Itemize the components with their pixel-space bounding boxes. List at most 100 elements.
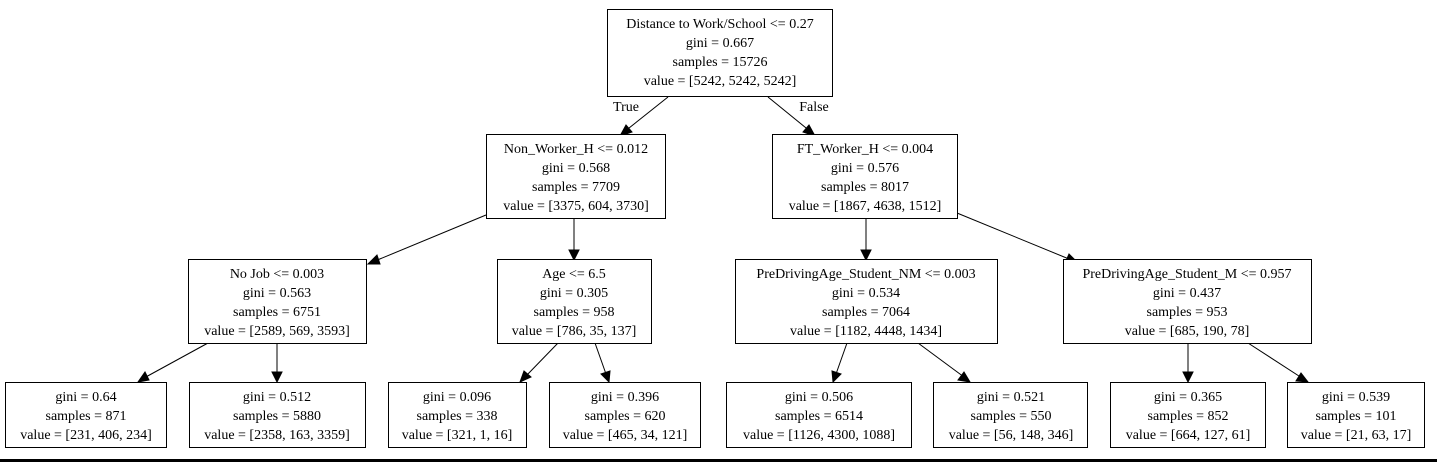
node-box [772,134,958,219]
node-value-label: value = [685, 190, 78] [1125,324,1250,339]
tree-edges [136,96,1310,384]
tree-node-n4: Age <= 6.5 gini = 0.305 samples = 958 va… [497,259,652,344]
node-samples-label: samples = 5880 [233,409,321,424]
node-split-label: No Job <= 0.003 [230,267,324,282]
node-value-label: value = [1867, 4638, 1512] [789,199,942,214]
node-box [735,259,998,344]
node-samples-label: samples = 871 [46,409,127,424]
node-gini-label: gini = 0.534 [832,286,900,301]
tree-node-n1: Non_Worker_H <= 0.012 gini = 0.568 sampl… [486,134,666,219]
node-gini-label: gini = 0.506 [785,390,853,405]
edge-root-n2 [767,96,812,133]
node-samples-label: samples = 7709 [532,180,620,195]
node-split-label: Distance to Work/School <= 0.27 [626,17,813,32]
node-value-label: value = [5242, 5242, 5242] [644,74,797,89]
node-split-label: PreDrivingAge_Student_NM <= 0.003 [756,267,975,282]
node-gini-label: gini = 0.576 [831,161,899,176]
node-box [5,382,167,448]
node-gini-label: gini = 0.667 [686,36,754,51]
arrowhead-n5-leaf6 [957,371,971,383]
tree-leaf-2: gini = 0.512 samples = 5880 value = [235… [189,382,366,448]
node-samples-label: samples = 852 [1148,409,1229,424]
node-box [549,382,701,448]
node-value-label: value = [786, 35, 137] [512,324,637,339]
node-value-label: value = [664, 127, 61] [1126,428,1251,443]
node-box [497,259,652,344]
node-box [189,382,366,448]
arrowhead-n1-n3 [366,254,381,265]
node-box [1110,382,1266,448]
node-value-label: value = [21, 63, 17] [1301,428,1412,443]
node-gini-label: gini = 0.64 [55,390,116,405]
node-box [726,382,912,448]
tree-node-n3: No Job <= 0.003 gini = 0.563 samples = 6… [188,259,367,344]
tree-leaf-4: gini = 0.396 samples = 620 value = [465,… [549,382,701,448]
node-samples-label: samples = 620 [585,409,666,424]
edge-n5-leaf6 [917,342,965,378]
node-value-label: value = [1126, 4300, 1088] [743,428,895,443]
node-value-label: value = [3375, 604, 3730] [503,199,649,214]
node-samples-label: samples = 6514 [775,409,863,424]
arrowhead-n3-leaf2 [271,371,283,384]
tree-leaf-1: gini = 0.64 samples = 871 value = [231, … [5,382,167,448]
edge-n2-n6 [956,212,1070,260]
node-value-label: value = [231, 406, 234] [20,428,152,443]
node-samples-label: samples = 550 [971,409,1052,424]
tree-leaf-6: gini = 0.521 samples = 550 value = [56, … [933,382,1088,448]
node-box [486,134,666,219]
node-split-label: Non_Worker_H <= 0.012 [504,142,648,157]
node-value-label: value = [465, 34, 121] [563,428,688,443]
node-gini-label: gini = 0.365 [1154,390,1222,405]
node-split-label: Age <= 6.5 [542,267,606,282]
node-samples-label: samples = 101 [1316,409,1397,424]
node-gini-label: gini = 0.539 [1322,390,1390,405]
node-gini-label: gini = 0.396 [591,390,659,405]
edge-n4-leaf4 [594,342,607,375]
node-box [607,9,833,97]
arrowhead-n4-leaf4 [600,370,611,384]
node-samples-label: samples = 6751 [233,305,321,320]
node-value-label: value = [2589, 569, 3593] [204,324,350,339]
edge-root-n1 [623,96,669,133]
node-value-label: value = [1182, 4448, 1434] [790,324,942,339]
tree-leaf-8: gini = 0.539 samples = 101 value = [21, … [1287,382,1425,448]
node-samples-label: samples = 15726 [673,55,768,70]
node-value-label: value = [56, 148, 346] [949,428,1074,443]
edge-label-true: True [613,100,639,115]
tree-leaf-3: gini = 0.096 samples = 338 value = [321,… [388,382,527,448]
tree-leaf-7: gini = 0.365 samples = 852 value = [664,… [1110,382,1266,448]
node-split-label: PreDrivingAge_Student_M <= 0.957 [1082,267,1291,282]
node-gini-label: gini = 0.437 [1153,286,1221,301]
node-box [1287,382,1425,448]
node-gini-label: gini = 0.563 [243,286,311,301]
tree-node-n5: PreDrivingAge_Student_NM <= 0.003 gini =… [735,259,998,344]
node-box [933,382,1088,448]
node-gini-label: gini = 0.096 [423,390,491,405]
arrowhead-n5-leaf5 [831,370,842,384]
edge-n6-leaf8 [1247,342,1303,379]
edge-n3-leaf1 [143,342,209,379]
node-box [388,382,527,448]
bottom-divider [0,459,1437,462]
arrowhead-n6-leaf8 [1295,372,1310,383]
tree-leaf-5: gini = 0.506 samples = 6514 value = [112… [726,382,912,448]
node-split-label: FT_Worker_H <= 0.004 [797,142,933,157]
tree-node-n6: PreDrivingAge_Student_M <= 0.957 gini = … [1063,259,1312,344]
tree-node-n2: FT_Worker_H <= 0.004 gini = 0.576 sample… [772,134,958,219]
edge-label-false: False [799,100,829,115]
edge-n5-leaf5 [835,342,848,375]
arrowhead-n1-n4 [568,249,580,262]
edge-n1-n3 [374,214,487,262]
arrowhead-n6-leaf7 [1182,371,1194,384]
node-gini-label: gini = 0.305 [540,286,608,301]
node-gini-label: gini = 0.568 [542,161,610,176]
edge-n4-leaf3 [525,342,559,377]
node-samples-label: samples = 338 [417,409,498,424]
node-box [1063,259,1312,344]
node-gini-label: gini = 0.521 [977,390,1045,405]
tree-node-root: Distance to Work/School <= 0.27 gini = 0… [607,9,833,97]
node-samples-label: samples = 7064 [822,305,910,320]
arrowhead-n2-n5 [860,249,872,262]
node-samples-label: samples = 953 [1147,305,1228,320]
